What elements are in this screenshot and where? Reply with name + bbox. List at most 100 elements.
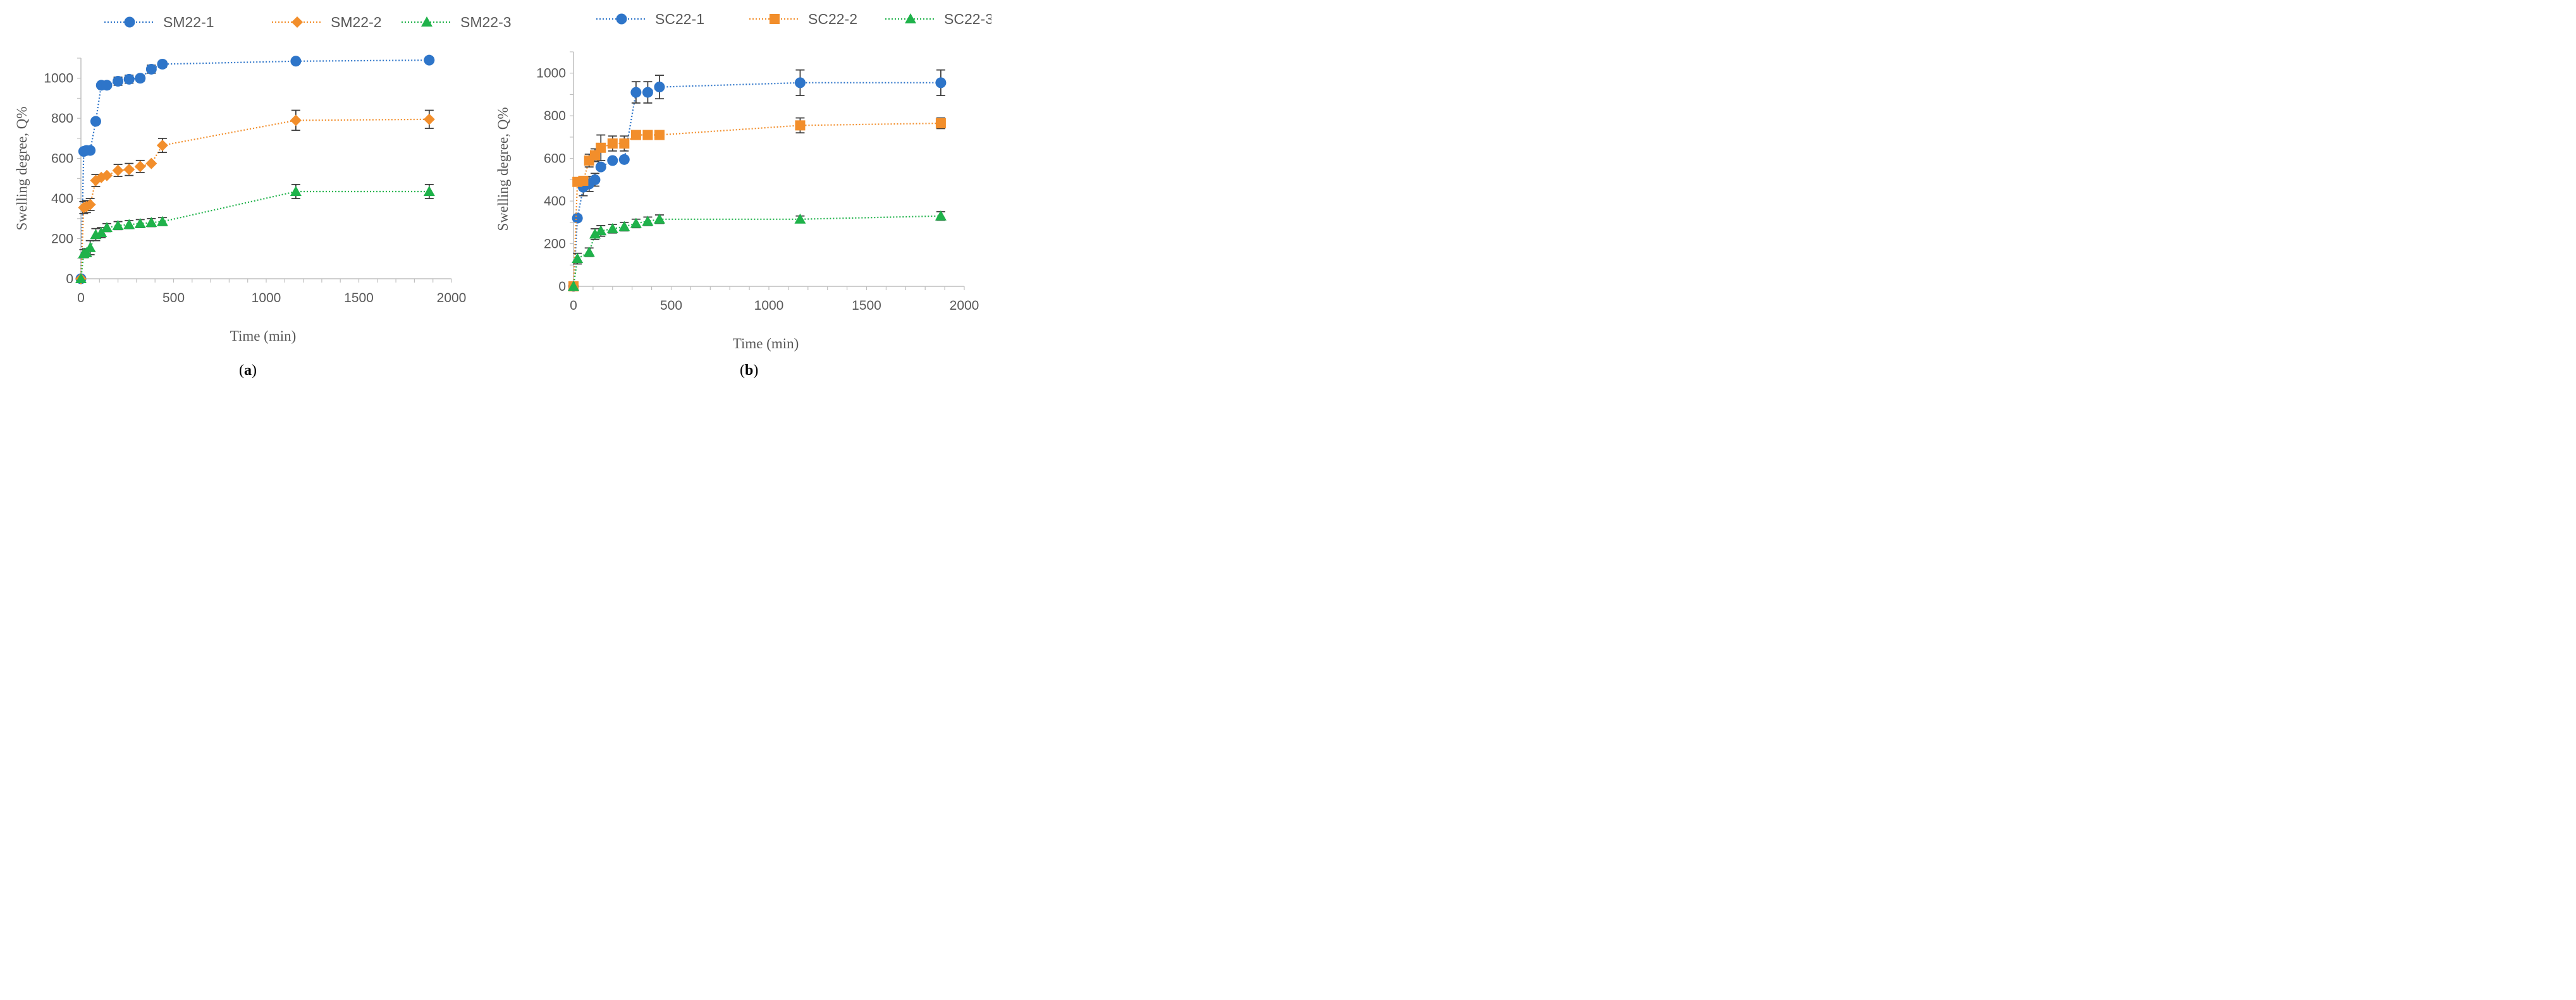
marker-triangle [589, 228, 601, 239]
x-axis-title: Time (min) [230, 328, 297, 344]
marker-triangle [653, 213, 665, 224]
legend-label: SC22-3 [944, 11, 991, 27]
marker-circle [290, 56, 302, 67]
series-SC22-1 [568, 69, 947, 292]
marker-circle [85, 145, 96, 156]
marker-square [642, 130, 653, 140]
series-SM22-3 [75, 183, 435, 283]
y-tick-label: 0 [66, 272, 73, 286]
marker-diamond [134, 161, 146, 173]
marker-circle [145, 63, 157, 75]
x-tick-label: 1000 [754, 298, 784, 313]
x-tick-label: 500 [163, 291, 185, 305]
y-tick-label: 400 [51, 192, 73, 206]
marker-triangle [112, 219, 124, 230]
series-SC22-2 [568, 117, 946, 291]
marker-circle [101, 80, 113, 91]
legend-label: SM22-2 [331, 14, 382, 30]
series-line [80, 118, 429, 279]
panel-label-letter: a [244, 362, 252, 379]
marker-triangle [935, 210, 947, 221]
marker-diamond [290, 114, 302, 126]
legend-entry-SM22-2: SM22-2 [272, 14, 382, 30]
marker-circle [135, 73, 146, 84]
marker-circle [424, 54, 435, 66]
marker-square [578, 176, 589, 186]
chart-b: 0 200 400 600 800 1000 0 500 1000 1500 2000 Time (m… [495, 11, 991, 379]
marker-diamond [423, 113, 435, 125]
x-tick-label: 0 [570, 298, 577, 313]
y-tick-label: 0 [558, 279, 566, 294]
legend-entry-SC22-3: SC22-3 [885, 11, 991, 27]
marker-triangle [630, 217, 642, 228]
marker-triangle [905, 13, 916, 23]
marker-circle [123, 73, 135, 85]
marker-square [935, 118, 946, 128]
marker-circle [595, 161, 606, 173]
marker-triangle [101, 222, 113, 233]
marker-triangle [595, 225, 607, 236]
marker-triangle [618, 221, 630, 231]
marker-triangle [145, 217, 157, 228]
marker-triangle [572, 253, 584, 264]
panel-label: (b) [740, 362, 758, 379]
marker-diamond [101, 169, 113, 181]
marker-circle [572, 212, 583, 224]
marker-circle [618, 154, 630, 165]
marker-triangle [123, 219, 135, 229]
marker-circle [630, 87, 642, 98]
marker-triangle [75, 273, 87, 283]
x-tick-label: 1500 [344, 291, 374, 305]
marker-circle [124, 16, 135, 28]
x-tick-label: 2000 [950, 298, 979, 313]
y-tick-label: 400 [544, 194, 566, 209]
marker-triangle [134, 217, 146, 228]
legend-entry-SC22-2: SC22-2 [749, 11, 857, 27]
panel-label-open: ( [740, 362, 745, 379]
marker-diamond [291, 16, 303, 28]
panel-label-close: ) [252, 362, 257, 379]
marker-diamond [84, 198, 96, 210]
marker-triangle [290, 185, 302, 196]
marker-square [596, 142, 606, 153]
series-line [80, 190, 429, 279]
y-axis-title: Swelling degree, Q% [14, 106, 30, 230]
marker-square [630, 130, 641, 140]
y-tick-label: 800 [51, 111, 73, 126]
marker-triangle [642, 216, 654, 226]
marker-diamond [145, 157, 157, 169]
marker-square [795, 120, 806, 131]
y-tick-label: 1000 [44, 71, 73, 86]
marker-circle [935, 77, 947, 88]
legend-label: SM22-1 [163, 14, 214, 30]
marker-square [607, 138, 618, 149]
panel-label-letter: b [745, 362, 753, 379]
marker-circle [90, 116, 101, 127]
marker-circle [607, 155, 618, 166]
marker-diamond [112, 164, 124, 176]
panel-label: (a) [239, 362, 257, 379]
marker-circle [113, 75, 124, 87]
x-tick-label: 0 [77, 291, 85, 305]
legend-label: SC22-2 [808, 11, 857, 27]
marker-triangle [84, 241, 96, 252]
marker-circle [794, 77, 806, 88]
legend-label: SM22-3 [460, 14, 512, 30]
marker-triangle [421, 16, 432, 27]
y-axis-title: Swelling degree, Q% [495, 107, 511, 231]
marker-circle [642, 87, 653, 98]
x-tick-label: 1500 [852, 298, 881, 313]
legend-entry-SC22-1: SC22-1 [596, 11, 704, 27]
y-tick-label: 1000 [536, 66, 566, 81]
marker-square [654, 130, 665, 140]
panel-label-close: ) [753, 362, 758, 379]
series-SC22-3 [568, 210, 947, 291]
series-line [572, 215, 941, 287]
legend-entry-SM22-1: SM22-1 [104, 14, 214, 30]
marker-circle [616, 13, 627, 25]
marker-triangle [423, 185, 435, 196]
x-tick-label: 1000 [252, 291, 281, 305]
marker-triangle [568, 281, 579, 291]
legend-entry-SM22-3: SM22-3 [402, 14, 512, 30]
